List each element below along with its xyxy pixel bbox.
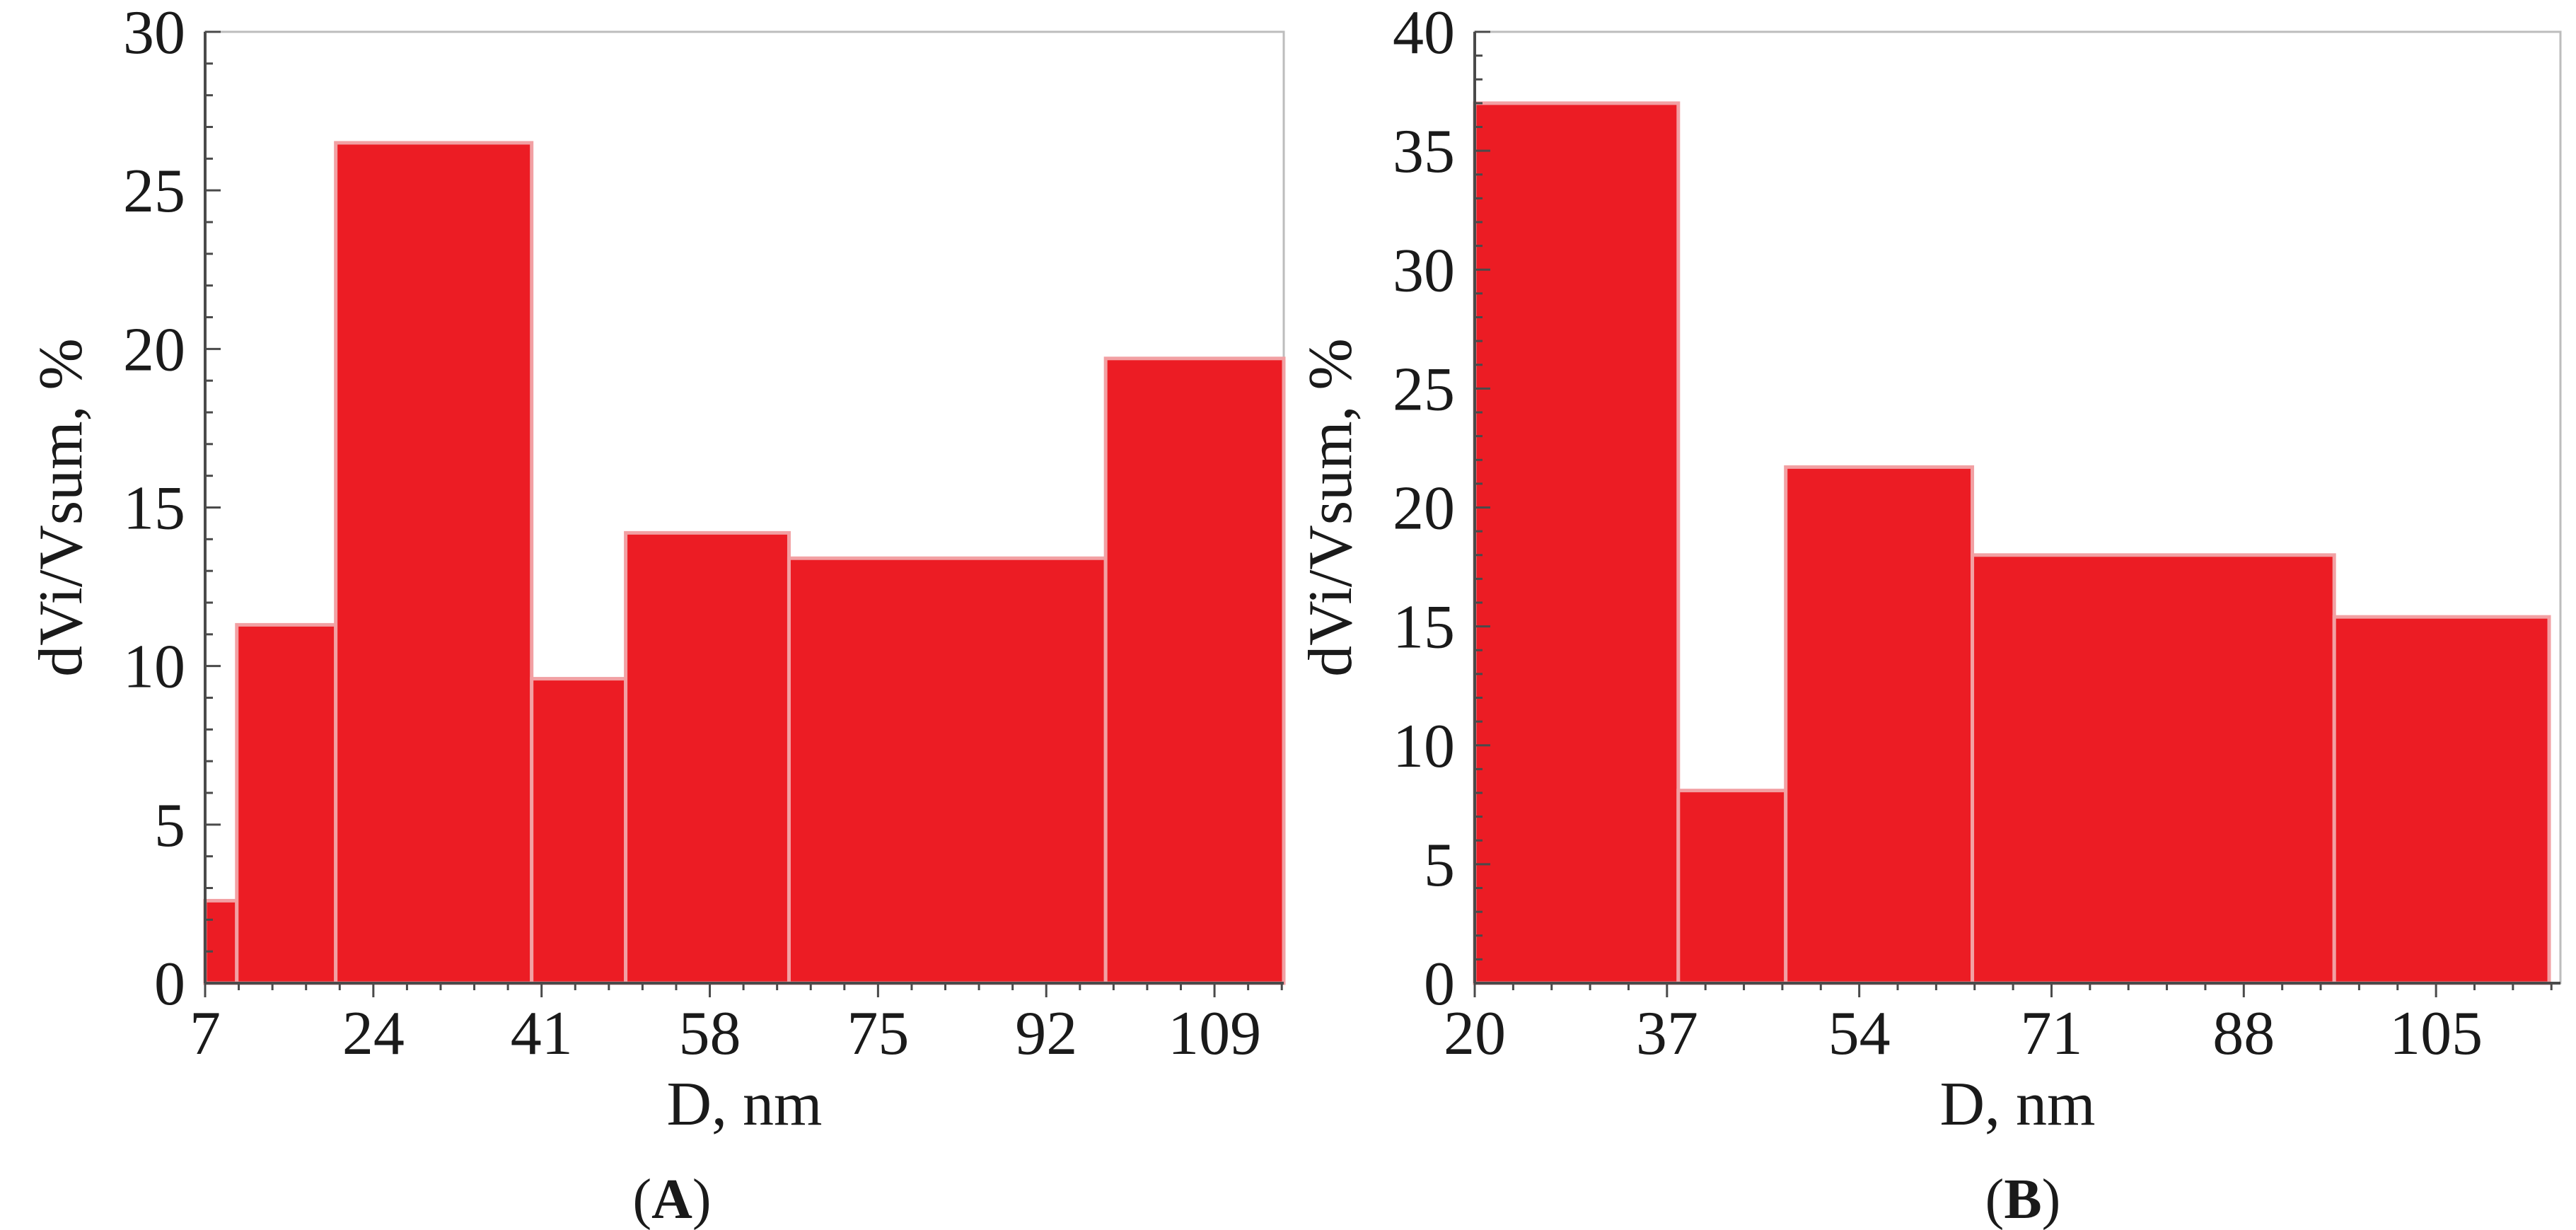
bar-a-1 xyxy=(235,622,338,985)
y-axis-title: dVi/Vsum, % xyxy=(1296,338,1365,677)
y-tick-label: 40 xyxy=(1393,0,1455,67)
x-tick-label: 41 xyxy=(511,999,573,1068)
x-tick-label: 92 xyxy=(1015,999,1077,1068)
x-axis-title: D, nm xyxy=(667,1070,823,1139)
x-tick-label: 71 xyxy=(2020,999,2082,1068)
bar-a-5 xyxy=(787,556,1108,985)
panel-letter-a: A xyxy=(651,1168,692,1230)
x-tick-label: 37 xyxy=(1636,999,1698,1068)
bar-a-3 xyxy=(530,677,628,985)
y-tick-label: 5 xyxy=(1424,831,1455,900)
y-tick-label: 15 xyxy=(1393,593,1455,662)
x-tick-label: 20 xyxy=(1444,999,1506,1068)
bar-b-3 xyxy=(1971,553,2336,985)
bar-b-4 xyxy=(2332,615,2551,985)
bar-b-0 xyxy=(1473,101,1681,985)
x-tick-label: 54 xyxy=(1828,999,1891,1068)
y-tick-label: 20 xyxy=(1393,475,1455,543)
y-axis-title: dVi/Vsum, % xyxy=(27,338,95,677)
y-tick-label: 15 xyxy=(123,475,185,543)
x-tick-label: 75 xyxy=(847,999,909,1068)
y-tick-label: 25 xyxy=(1393,355,1455,424)
y-tick-label: 0 xyxy=(154,950,185,1019)
y-tick-label: 25 xyxy=(123,157,185,226)
bar-a-4 xyxy=(624,530,791,985)
x-tick-label: 24 xyxy=(342,999,405,1068)
y-tick-label: 20 xyxy=(123,315,185,384)
x-tick-label: 7 xyxy=(190,999,221,1068)
chart-b: 0 5 10 15 20 25 30 35 40 20 37 54 71 88 105 D, nm dVi/Vs… xyxy=(1296,0,2562,1139)
bar-a-2 xyxy=(334,141,534,985)
y-tick-label: 0 xyxy=(1424,950,1455,1019)
x-tick-label: 88 xyxy=(2212,999,2275,1068)
bar-b-1 xyxy=(1676,789,1788,985)
bar-a-0 xyxy=(203,898,239,985)
y-tick-label: 35 xyxy=(1393,117,1455,186)
y-tick-label: 30 xyxy=(123,0,185,67)
panel-letter-b: B xyxy=(2004,1168,2041,1230)
x-tick-label: 58 xyxy=(679,999,741,1068)
x-axis-title: D, nm xyxy=(1940,1070,2096,1139)
y-tick-label: 10 xyxy=(1393,712,1455,781)
y-tick-label: 30 xyxy=(1393,236,1455,305)
x-tick-label: 109 xyxy=(1168,999,1261,1068)
x-tick-label: 105 xyxy=(2389,999,2483,1068)
bar-a-6 xyxy=(1103,356,1286,985)
y-tick-label: 5 xyxy=(154,791,185,860)
panel-label-a: (A) xyxy=(632,1168,711,1230)
panel-label-b: (B) xyxy=(1985,1168,2061,1230)
chart-a: 0 5 10 15 20 25 30 7 24 41 58 75 92 109 D, nm dVi/Vsum,… xyxy=(27,0,1286,1139)
y-tick-label: 10 xyxy=(123,633,185,702)
bar-b-2 xyxy=(1784,465,1975,985)
